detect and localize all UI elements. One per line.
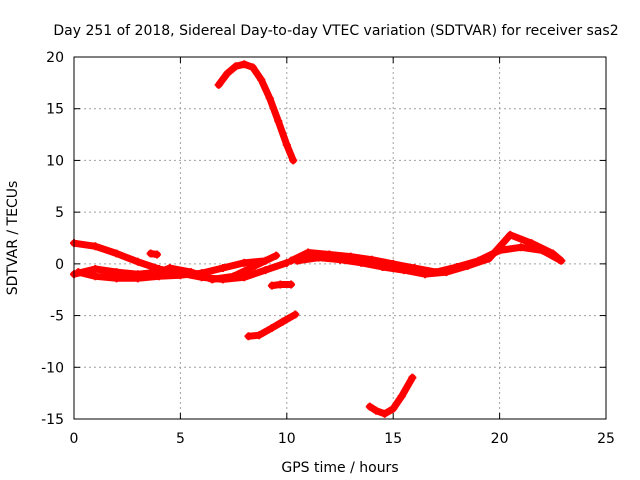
series-arc-blip	[146, 249, 161, 259]
data-point	[248, 63, 257, 72]
x-tick-label: 15	[384, 431, 402, 447]
y-tick-label: 20	[46, 50, 64, 66]
x-tick-label: 5	[176, 431, 185, 447]
axis-ticks: 0 5 10 15 20 25 -15 -10 -5 0 5 10 15 20	[41, 50, 615, 447]
y-axis-label: SDTVAR / TECUs	[5, 181, 21, 296]
data-point	[155, 272, 164, 281]
data-point	[240, 258, 249, 267]
data-point	[267, 281, 276, 290]
data-point	[357, 258, 366, 267]
y-tick-label: 0	[55, 257, 64, 273]
x-tick-label: 10	[278, 431, 296, 447]
data-point	[274, 117, 283, 126]
y-tick-label: -10	[41, 360, 64, 376]
data-point	[112, 249, 121, 258]
data-point	[91, 272, 100, 281]
data-point	[91, 265, 100, 274]
plot-frame	[73, 56, 607, 420]
data-point	[336, 255, 344, 264]
data-point	[314, 253, 323, 262]
data-point	[442, 268, 451, 277]
data-point	[548, 249, 557, 258]
grid-lines	[74, 57, 606, 419]
data-point	[223, 69, 232, 78]
data-point	[265, 94, 274, 103]
data-point	[240, 60, 249, 69]
data-point	[527, 239, 536, 248]
data-point	[214, 80, 223, 89]
data-point	[389, 404, 398, 413]
chart-title: Day 251 of 2018, Sidereal Day-to-day VTE…	[53, 23, 618, 39]
data-point	[287, 280, 296, 289]
data-point	[291, 310, 300, 319]
data-point	[397, 392, 406, 401]
data-point	[463, 261, 472, 270]
data-point	[261, 256, 270, 265]
y-tick-label: 15	[46, 102, 64, 118]
y-tick-label: -5	[50, 309, 64, 325]
data-point	[255, 331, 264, 340]
data-point	[378, 262, 387, 271]
x-tick-label: 25	[597, 431, 615, 447]
series-arc-low-c	[365, 373, 417, 418]
data-point	[380, 409, 389, 418]
x-axis-label: GPS time / hours	[281, 460, 398, 476]
data-point	[261, 266, 270, 275]
data-point	[165, 263, 174, 272]
y-tick-label: -15	[41, 412, 64, 428]
data-point	[399, 266, 408, 275]
data-point	[282, 140, 291, 149]
x-tick-label: 0	[70, 431, 79, 447]
data-point	[293, 256, 302, 265]
data-point	[276, 280, 285, 289]
data-point	[152, 250, 161, 259]
data-point	[484, 254, 493, 263]
data-point	[244, 332, 253, 341]
data-point	[112, 274, 121, 283]
data-point	[516, 243, 525, 252]
series-arc-e	[293, 230, 566, 279]
data-point	[146, 249, 155, 258]
data-point	[218, 263, 227, 272]
y-tick-label: 5	[55, 205, 64, 221]
data-point	[421, 270, 430, 279]
data-point	[278, 317, 287, 326]
data-point	[74, 268, 83, 277]
data-point	[372, 406, 381, 415]
series-line	[215, 60, 297, 164]
data-point	[133, 257, 142, 266]
data-point	[506, 230, 515, 239]
data-point	[304, 248, 313, 257]
data-point	[231, 62, 240, 71]
data-point	[557, 256, 566, 265]
series-line	[74, 257, 269, 282]
data-point	[267, 323, 276, 332]
data-point	[272, 251, 281, 260]
series-arc-c	[74, 256, 270, 283]
data-point	[408, 373, 417, 382]
y-tick-label: 10	[46, 153, 64, 169]
series-arc-low-a	[244, 310, 300, 341]
data-point	[133, 274, 142, 283]
data-point	[289, 156, 298, 165]
data-point	[176, 271, 185, 280]
data-point	[365, 402, 374, 411]
data-point	[197, 269, 206, 278]
data-point	[257, 75, 266, 84]
data-point	[91, 242, 100, 251]
x-tick-label: 20	[491, 431, 509, 447]
series-arc-high	[214, 60, 298, 165]
data-point	[229, 272, 238, 281]
series-arc-low-b	[267, 280, 296, 290]
data-point	[208, 275, 217, 284]
data-points	[70, 60, 566, 418]
